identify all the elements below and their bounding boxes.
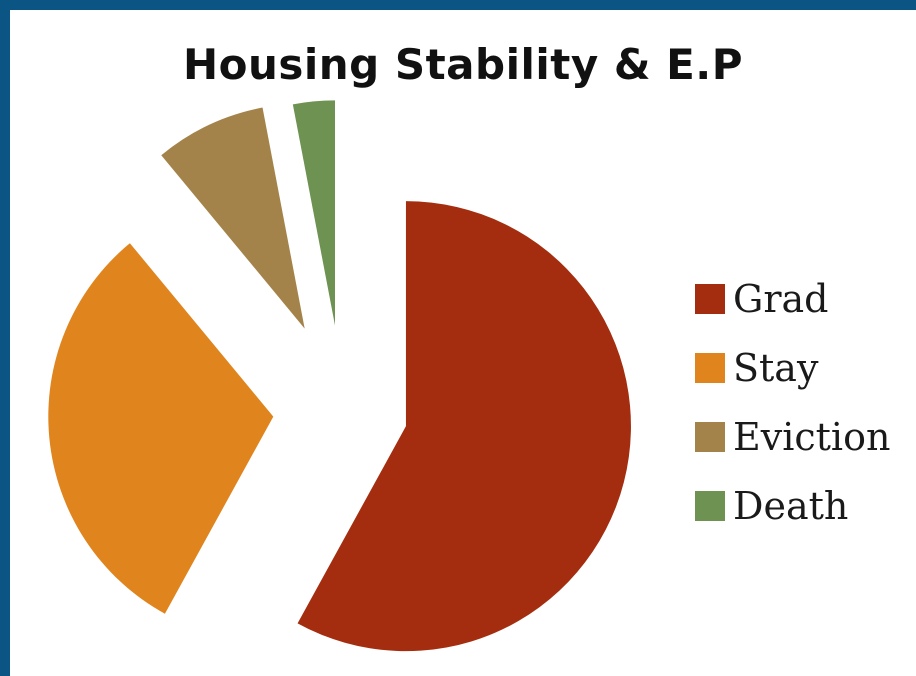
pie-slice-death <box>292 100 336 326</box>
legend-label-grad: Grad <box>733 276 829 321</box>
pie-slice-grad <box>297 201 631 652</box>
legend-label-eviction: Eviction <box>733 414 891 459</box>
slide-panel: Housing Stability & E.P Grad Stay Eviction… <box>10 10 916 676</box>
pie-slice-eviction <box>161 107 305 329</box>
pie-chart <box>48 100 631 652</box>
legend-swatch-eviction <box>695 421 725 452</box>
legend-swatch-stay <box>695 352 725 383</box>
legend-item-death: Death <box>695 471 890 540</box>
legend-item-eviction: Eviction <box>695 402 890 471</box>
legend-label-stay: Stay <box>733 345 819 390</box>
legend-label-death: Death <box>733 483 849 528</box>
legend-item-stay: Stay <box>695 333 890 402</box>
chart-title: Housing Stability & E.P <box>182 40 744 89</box>
pie-slice-stay <box>48 243 274 614</box>
legend-swatch-death <box>695 490 725 521</box>
legend-swatch-grad <box>695 283 725 314</box>
chart-legend: Grad Stay Eviction Death <box>695 264 890 540</box>
legend-item-grad: Grad <box>695 264 890 333</box>
